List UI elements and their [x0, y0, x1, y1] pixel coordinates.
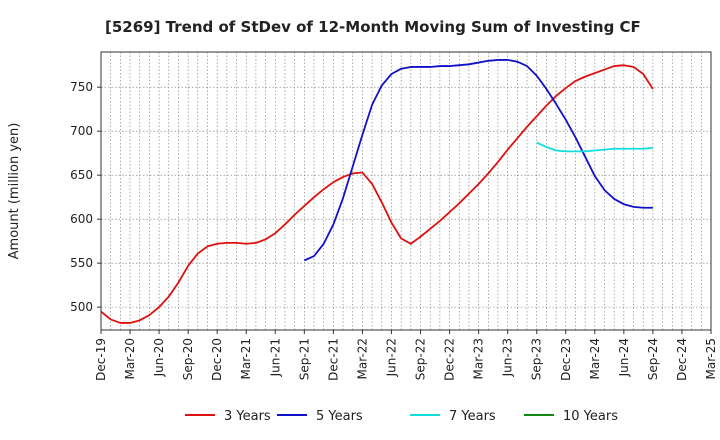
series-lines: [100, 59, 654, 324]
legend-label-7-years: 7 Years: [449, 409, 496, 424]
x-tick-label: Dec-24: [675, 338, 689, 381]
x-tick-label: Dec-20: [210, 338, 224, 381]
plot-area: [100, 51, 712, 331]
legend-label-5-years: 5 Years: [316, 409, 363, 424]
y-axis-label: Amount (million yen): [7, 123, 22, 260]
x-axis: Dec-19 Mar-20 Jun-20 Sep-20 Dec-20 Mar-21 Jun-…: [94, 330, 718, 381]
x-tick-label: Jun-24: [617, 338, 631, 377]
x-tick-label: Sep-22: [414, 338, 428, 380]
x-tick-label: Mar-25: [704, 338, 718, 379]
y-tick-label: 750: [70, 80, 93, 94]
y-tick-label: 650: [70, 168, 93, 182]
series-line-3-years: [100, 64, 654, 324]
series-line-5-years: [303, 59, 653, 262]
x-tick-label: Mar-23: [472, 338, 486, 379]
y-tick-label: 600: [70, 212, 93, 226]
x-tick-label: Jun-20: [152, 338, 166, 377]
x-tick-label: Dec-19: [94, 338, 108, 381]
chart-title: [5269] Trend of StDev of 12-Month Moving…: [105, 18, 641, 36]
x-tick-label: Dec-22: [443, 338, 457, 381]
x-tick-label: Jun-23: [501, 338, 515, 377]
legend-label-10-years: 10 Years: [563, 409, 618, 424]
y-axis: 500 550 600 650 700 750: [70, 80, 101, 314]
x-tick-label: Sep-21: [297, 338, 311, 380]
x-tick-label: Jun-21: [268, 338, 282, 377]
x-tick-label: Sep-24: [646, 338, 660, 380]
legend: 3 Years 5 Years 7 Years 10 Years: [185, 409, 618, 424]
y-tick-label: 500: [70, 300, 93, 314]
plot-background: [101, 52, 711, 330]
x-tick-label: Sep-20: [181, 338, 195, 380]
y-tick-label: 550: [70, 256, 93, 270]
x-tick-label: Mar-24: [588, 338, 602, 379]
x-tick-label: Dec-23: [559, 338, 573, 381]
x-tick-label: Mar-22: [355, 338, 369, 379]
x-tick-label: Dec-21: [326, 338, 340, 381]
series-line-7-years: [536, 141, 653, 153]
y-tick-label: 700: [70, 124, 93, 138]
legend-label-3-years: 3 Years: [224, 409, 271, 424]
x-tick-label: Sep-23: [530, 338, 544, 380]
x-tick-label: Jun-22: [384, 338, 398, 377]
plot-border: [100, 51, 712, 331]
x-tick-label: Mar-21: [239, 338, 253, 379]
x-tick-label: Mar-20: [123, 338, 137, 379]
